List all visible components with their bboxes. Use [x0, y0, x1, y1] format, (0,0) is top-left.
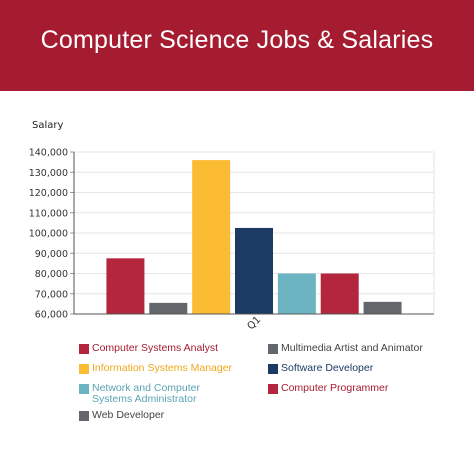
legend-item: Computer Programmer [268, 383, 388, 394]
legend-label: Software Developer [281, 362, 374, 374]
legend-swatch [268, 384, 278, 394]
y-tick-label: 70,000 [35, 289, 68, 300]
legend-swatch [79, 364, 89, 374]
bar-1 [106, 258, 145, 314]
y-tick-label: 130,000 [29, 168, 68, 179]
bar-chart: 60,000 70,000 80,000 90,000 100,000 110,000 12… [29, 148, 435, 332]
legend-item: Network and Computer Systems Administrat… [79, 383, 212, 405]
bar-7 [363, 301, 402, 314]
legend-item: Web Developer [79, 410, 164, 421]
legend-item: Information Systems Manager [79, 363, 232, 374]
y-tick-label: 110,000 [29, 208, 68, 219]
legend-label: Computer Systems Analyst [92, 342, 219, 354]
legend-label: Information Systems Manager [92, 362, 233, 374]
y-tick-label: 100,000 [29, 229, 68, 240]
legend-item: Computer Systems Analyst [79, 343, 218, 354]
y-tick-label: 80,000 [35, 269, 68, 280]
legend-label: Web Developer [92, 409, 165, 421]
bar-3 [192, 160, 231, 314]
bar-6 [320, 273, 359, 314]
page-title: Computer Science Jobs & Salaries [40, 26, 434, 54]
bar-4 [235, 227, 273, 314]
legend-swatch [79, 344, 89, 354]
legend-swatch [79, 411, 89, 421]
x-category-label: Q1 [245, 314, 263, 332]
legend-item: Multimedia Artist and Animator [268, 343, 423, 354]
y-tick-label: 140,000 [29, 148, 68, 159]
y-axis-label: Salary [32, 120, 64, 131]
header-banner: Computer Science Jobs & Salaries [0, 0, 474, 91]
bar-5 [277, 273, 316, 314]
y-tick-label: 120,000 [29, 188, 68, 199]
y-tick-label: 60,000 [35, 310, 68, 321]
legend-item: Software Developer [268, 363, 373, 374]
legend-label: Computer Programmer [281, 382, 389, 394]
legend-label: Multimedia Artist and Animator [281, 342, 423, 354]
legend-swatch [79, 384, 89, 394]
legend-swatch [268, 364, 278, 374]
bar-2 [149, 302, 188, 314]
legend-swatch [268, 344, 278, 354]
legend-label: Network and Computer Systems Administrat… [92, 382, 200, 405]
y-tick-label: 90,000 [35, 249, 68, 260]
